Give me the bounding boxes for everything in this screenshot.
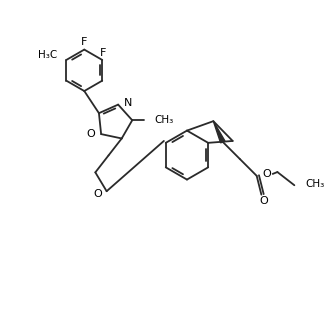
Text: O: O	[259, 196, 268, 206]
Text: N: N	[124, 98, 132, 108]
Text: CH₃: CH₃	[155, 115, 174, 125]
Text: O: O	[263, 169, 272, 179]
Text: H₃C: H₃C	[38, 50, 57, 60]
Text: O: O	[93, 189, 102, 199]
Text: O: O	[87, 129, 96, 139]
Text: F: F	[81, 37, 87, 47]
Text: F: F	[100, 48, 106, 58]
Text: CH₃: CH₃	[306, 179, 325, 189]
Polygon shape	[213, 121, 225, 143]
